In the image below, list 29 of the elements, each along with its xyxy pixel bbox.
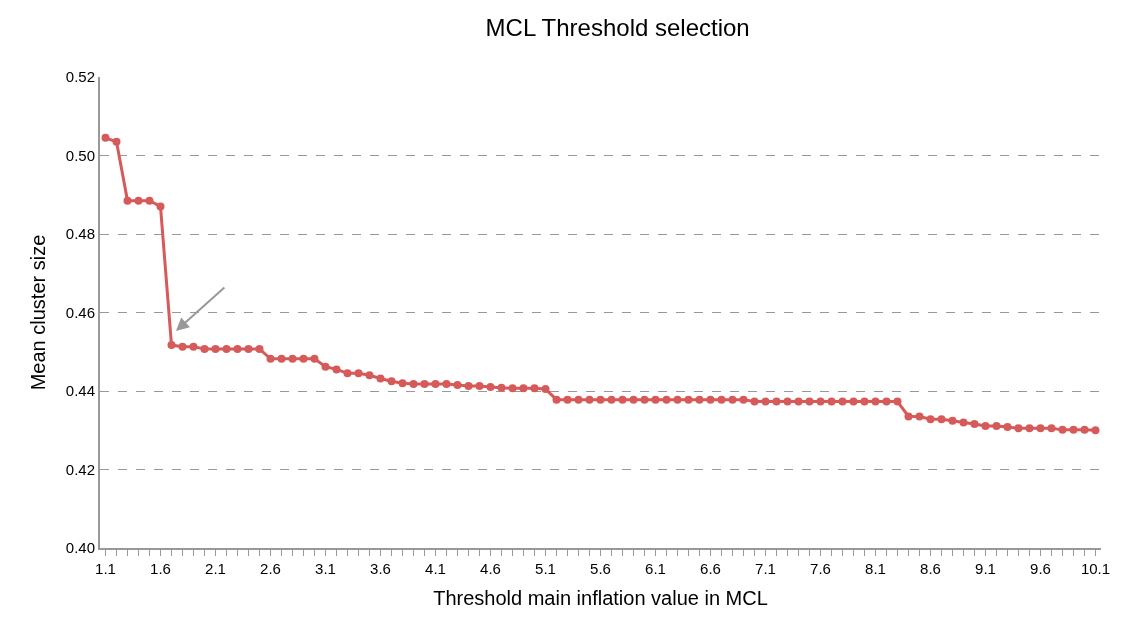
x-tick-label: 6.1 [645,560,666,577]
x-tick-label: 4.1 [425,560,446,577]
x-tick-label: 1.6 [150,560,171,577]
x-tick-label: 10.1 [1080,560,1111,577]
chart-title: MCL Threshold selection [485,13,750,41]
x-tick-label: 3.1 [315,560,336,577]
y-tick-label: 0.42 [65,460,95,478]
y-tick-label: 0.48 [65,225,95,243]
x-tick-label: 8.6 [920,560,941,577]
x-tick-label: 6.6 [700,560,721,577]
y-axis-title: Mean cluster size [26,234,49,391]
y-tick-label: 0.40 [65,539,95,557]
x-tick-label: 9.6 [1030,560,1051,577]
y-tick-label: 0.52 [65,68,95,86]
x-tick-label: 5.6 [590,560,611,577]
y-tick-label: 0.46 [65,303,95,321]
x-tick-label: 3.6 [370,560,391,577]
x-axis-title: Threshold main inflation value in MCL [433,587,768,609]
x-tick-label: 2.6 [260,560,281,577]
x-tick-label: 4.6 [480,560,501,577]
x-tick-label: 2.1 [205,560,226,577]
x-tick-label: 5.1 [535,560,556,577]
x-tick-label: 8.1 [865,560,886,577]
x-tick-label: 7.1 [755,560,776,577]
y-tick-label: 0.44 [65,382,95,400]
x-tick-label: 1.1 [95,560,116,577]
x-tick-label: 7.6 [810,560,831,577]
y-tick-label: 0.50 [65,146,95,164]
x-tick-label: 9.1 [975,560,996,577]
